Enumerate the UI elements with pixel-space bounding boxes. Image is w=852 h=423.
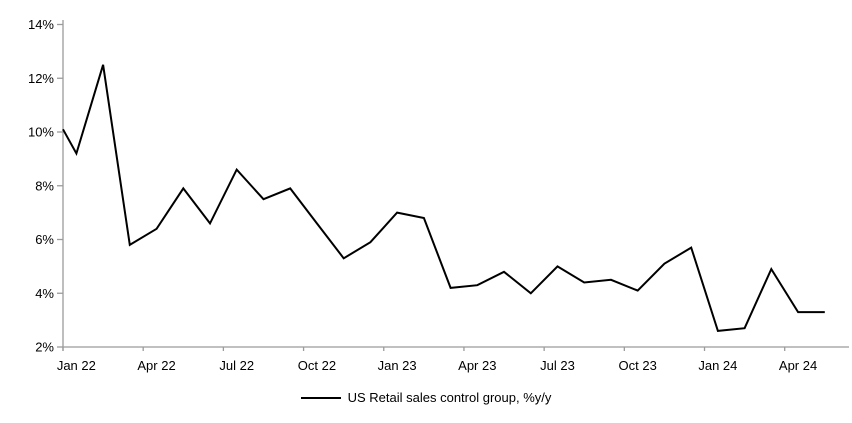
x-tick-label: Jan 22 <box>57 358 96 373</box>
x-tick-label: Jul 22 <box>219 358 254 373</box>
x-tick-label: Apr 24 <box>779 358 817 373</box>
chart-legend: US Retail sales control group, %y/y <box>0 390 852 405</box>
legend-line-sample <box>300 396 341 399</box>
x-tick-label: Jul 23 <box>540 358 575 373</box>
legend-label: US Retail sales control group, %y/y <box>347 390 552 405</box>
y-tick-label: 2% <box>35 340 54 355</box>
y-tick-label: 12% <box>28 71 54 86</box>
series-line-retail-sales <box>62 64 825 332</box>
x-tick-label: Oct 22 <box>298 358 336 373</box>
x-tick-label: Apr 23 <box>458 358 496 373</box>
y-tick-label: 14% <box>28 17 54 32</box>
x-tick-label: Jan 23 <box>378 358 417 373</box>
y-tick-label: 6% <box>35 232 54 247</box>
y-tick-label: 8% <box>35 178 54 193</box>
x-tick-label: Jan 24 <box>698 358 737 373</box>
y-tick-label: 4% <box>35 286 54 301</box>
x-tick-label: Oct 23 <box>619 358 657 373</box>
x-tick-label: Apr 22 <box>137 358 175 373</box>
y-tick-label: 10% <box>28 125 54 140</box>
